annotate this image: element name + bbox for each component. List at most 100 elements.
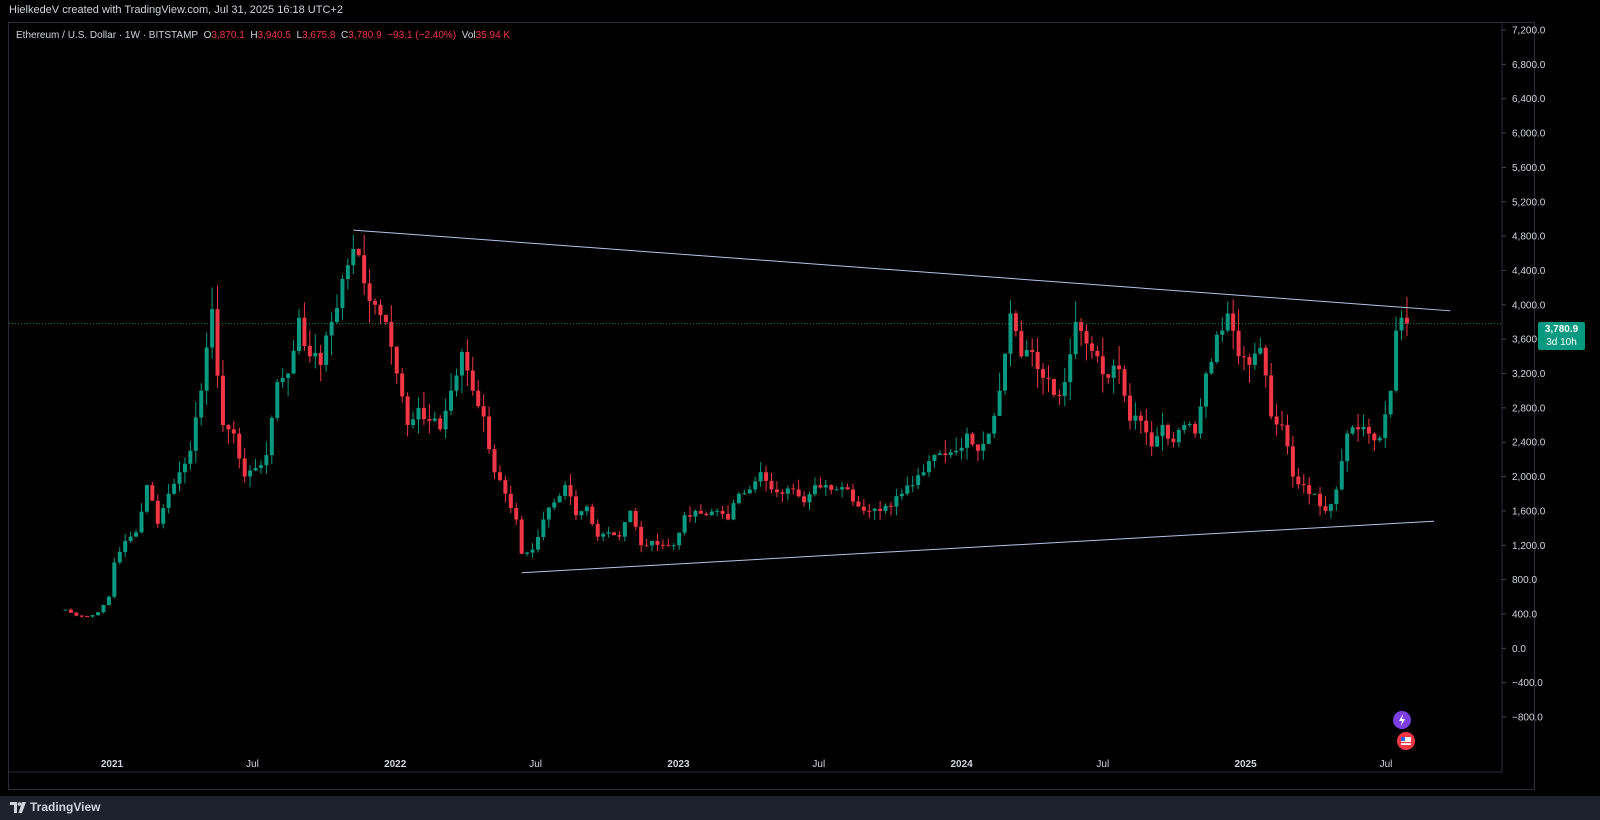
candle-body[interactable] xyxy=(1165,425,1170,439)
candle-body[interactable] xyxy=(1269,375,1274,417)
candle-body[interactable] xyxy=(992,415,997,434)
candle-body[interactable] xyxy=(780,492,785,494)
candle-body[interactable] xyxy=(970,433,975,445)
candle-body[interactable] xyxy=(1209,362,1214,374)
upper-trendline[interactable] xyxy=(353,229,1451,312)
candle-body[interactable] xyxy=(459,352,464,376)
candle-body[interactable] xyxy=(758,472,763,482)
candle-body[interactable] xyxy=(356,248,361,256)
candle-body[interactable] xyxy=(454,375,459,391)
candle-body[interactable] xyxy=(1247,357,1252,365)
candle-body[interactable] xyxy=(519,519,524,554)
candle-body[interactable] xyxy=(1176,429,1181,443)
candle-body[interactable] xyxy=(421,407,426,420)
candle-body[interactable] xyxy=(774,489,779,493)
candle-body[interactable] xyxy=(1356,427,1361,430)
candle-body[interactable] xyxy=(867,510,872,512)
candle-body[interactable] xyxy=(508,493,513,508)
candle-body[interactable] xyxy=(166,493,171,509)
candle-body[interactable] xyxy=(910,485,915,487)
candle-body[interactable] xyxy=(63,609,68,611)
candle-body[interactable] xyxy=(335,307,340,322)
candle-body[interactable] xyxy=(878,508,883,511)
candle-body[interactable] xyxy=(644,545,649,547)
candle-body[interactable] xyxy=(291,350,296,374)
candle-body[interactable] xyxy=(112,562,117,597)
candle-body[interactable] xyxy=(1307,485,1312,494)
candle-body[interactable] xyxy=(394,346,399,374)
candle-body[interactable] xyxy=(802,496,807,503)
candle-body[interactable] xyxy=(823,485,828,488)
candle-body[interactable] xyxy=(1013,313,1018,332)
candle-body[interactable] xyxy=(715,510,720,512)
lower-trendline[interactable] xyxy=(521,520,1435,574)
candle-body[interactable] xyxy=(948,452,953,456)
candle-body[interactable] xyxy=(123,540,128,552)
candle-body[interactable] xyxy=(79,615,84,617)
candle-body[interactable] xyxy=(1073,321,1078,355)
candle-body[interactable] xyxy=(416,407,421,420)
candle-body[interactable] xyxy=(1024,350,1029,357)
candle-body[interactable] xyxy=(1182,425,1187,430)
candle-body[interactable] xyxy=(850,489,855,502)
candle-body[interactable] xyxy=(1041,369,1046,378)
candle-body[interactable] xyxy=(573,496,578,516)
candle-body[interactable] xyxy=(1383,414,1388,438)
candle-body[interactable] xyxy=(85,615,90,617)
candle-body[interactable] xyxy=(633,510,638,527)
candle-body[interactable] xyxy=(1008,313,1013,354)
candle-body[interactable] xyxy=(742,493,747,495)
candle-body[interactable] xyxy=(807,494,812,503)
candle-body[interactable] xyxy=(383,315,388,322)
candle-body[interactable] xyxy=(134,532,139,537)
candle-body[interactable] xyxy=(829,485,834,490)
candle-body[interactable] xyxy=(1019,331,1024,357)
candle-body[interactable] xyxy=(220,375,225,426)
candle-body[interactable] xyxy=(736,493,741,504)
candle-body[interactable] xyxy=(476,390,481,407)
candle-body[interactable] xyxy=(1193,424,1198,434)
candle-body[interactable] xyxy=(932,455,937,462)
candle-body[interactable] xyxy=(1394,330,1399,391)
candle-body[interactable] xyxy=(258,465,263,468)
candle-body[interactable] xyxy=(443,410,448,430)
candle-body[interactable] xyxy=(1160,425,1165,437)
ideas-badge-icon[interactable] xyxy=(1393,711,1411,729)
candle-body[interactable] xyxy=(986,433,991,444)
candle-body[interactable] xyxy=(595,523,600,537)
candle-body[interactable] xyxy=(1133,415,1138,421)
candle-body[interactable] xyxy=(677,532,682,546)
candle-body[interactable] xyxy=(307,345,312,357)
candle-body[interactable] xyxy=(525,552,530,554)
candle-body[interactable] xyxy=(872,508,877,511)
candle-body[interactable] xyxy=(954,450,959,453)
candle-body[interactable] xyxy=(275,382,280,418)
candle-body[interactable] xyxy=(584,506,589,512)
candle-body[interactable] xyxy=(1051,378,1056,395)
candle-body[interactable] xyxy=(916,475,921,486)
candle-body[interactable] xyxy=(1285,425,1290,447)
candle-body[interactable] xyxy=(161,508,166,524)
candle-body[interactable] xyxy=(997,390,1002,416)
candle-body[interactable] xyxy=(1117,365,1122,370)
candle-body[interactable] xyxy=(345,265,350,280)
candle-body[interactable] xyxy=(1046,377,1051,379)
candle-body[interactable] xyxy=(367,283,372,301)
candle-body[interactable] xyxy=(1377,437,1382,441)
candle-body[interactable] xyxy=(698,510,703,514)
candle-body[interactable] xyxy=(1274,416,1279,425)
candle-body[interactable] xyxy=(351,248,356,266)
candle-body[interactable] xyxy=(1252,353,1257,365)
candle-body[interactable] xyxy=(280,377,285,383)
candle-body[interactable] xyxy=(720,510,725,514)
candle-body[interactable] xyxy=(1280,424,1285,426)
candle-body[interactable] xyxy=(144,485,149,512)
candle-body[interactable] xyxy=(269,417,274,456)
candle-body[interactable] xyxy=(927,461,932,473)
candle-body[interactable] xyxy=(128,536,133,541)
candle-body[interactable] xyxy=(1127,395,1132,421)
candle-body[interactable] xyxy=(888,505,893,507)
us-flag-event-icon[interactable] xyxy=(1397,732,1415,750)
candle-body[interactable] xyxy=(248,470,253,477)
candle-body[interactable] xyxy=(324,335,329,365)
